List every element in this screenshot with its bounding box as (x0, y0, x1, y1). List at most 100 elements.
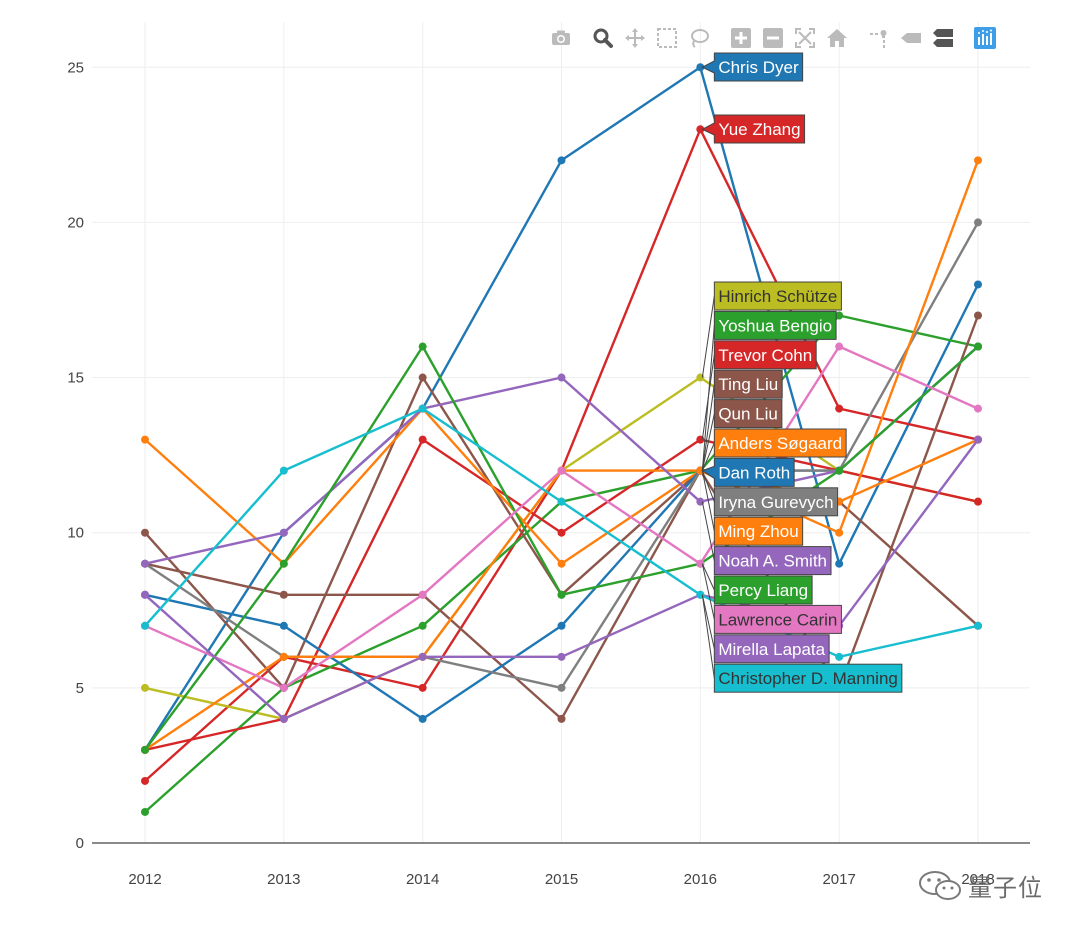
hover-label-box (713, 399, 783, 429)
data-point[interactable] (418, 342, 427, 351)
x-tick-label: 2014 (406, 871, 439, 888)
data-point[interactable] (974, 218, 982, 227)
hover-label-text: Christopher D. Manning (718, 669, 898, 688)
data-point[interactable] (974, 342, 982, 351)
data-point[interactable] (557, 373, 566, 382)
data-point[interactable] (279, 652, 288, 661)
pan-icon[interactable] (622, 25, 648, 51)
data-point[interactable] (279, 466, 288, 475)
data-point[interactable] (557, 466, 566, 475)
data-point[interactable] (974, 404, 982, 413)
hover-label (701, 563, 842, 634)
y-tick-label: 0 (76, 835, 84, 852)
compare-data-icon[interactable] (930, 25, 956, 51)
data-point[interactable] (141, 621, 149, 630)
reset-axes-icon[interactable] (824, 25, 850, 51)
camera-icon[interactable] (548, 25, 574, 51)
hover-label-leader (701, 295, 715, 378)
data-point[interactable] (279, 714, 288, 723)
data-point[interactable] (141, 590, 149, 599)
hover-label-box (701, 52, 804, 82)
data-point[interactable] (557, 714, 566, 723)
hover-label (701, 114, 806, 144)
hover-label-box (713, 369, 783, 399)
data-point[interactable] (418, 714, 427, 723)
data-point[interactable] (279, 621, 288, 630)
hover-label-leader (701, 563, 715, 620)
box-select-icon[interactable] (654, 25, 680, 51)
hover-label-box (713, 575, 813, 605)
hover-label-box (713, 340, 817, 370)
data-point[interactable] (974, 311, 982, 320)
data-point[interactable] (279, 559, 288, 568)
data-point[interactable] (974, 156, 982, 165)
data-point[interactable] (279, 528, 288, 537)
hover-label-leader (701, 470, 715, 532)
data-point[interactable] (557, 683, 566, 692)
data-point[interactable] (418, 683, 427, 692)
hover-label-text: Lawrence Carin (718, 610, 837, 629)
data-point[interactable] (418, 590, 427, 599)
hover-label-leader (701, 470, 715, 502)
plotly-logo-icon[interactable] (972, 25, 998, 51)
data-point[interactable] (835, 559, 844, 568)
hover-label-box (713, 310, 837, 340)
data-point[interactable] (974, 621, 982, 630)
hover-label-box (713, 634, 830, 664)
hover-label-text: Ting Liu (718, 375, 778, 394)
data-point[interactable] (835, 342, 844, 351)
zoom-icon[interactable] (590, 25, 616, 51)
data-point[interactable] (974, 497, 982, 506)
data-point[interactable] (141, 559, 149, 568)
hover-label (701, 399, 783, 471)
hover-label-leader (701, 594, 715, 679)
data-point[interactable] (279, 683, 288, 692)
data-point[interactable] (141, 435, 149, 444)
hover-label-box (701, 114, 806, 144)
data-point[interactable] (141, 807, 149, 816)
hover-label (701, 470, 839, 517)
data-point[interactable] (418, 404, 427, 413)
data-point[interactable] (141, 745, 149, 754)
data-point[interactable] (974, 435, 982, 444)
lasso-select-icon[interactable] (686, 25, 712, 51)
data-point[interactable] (418, 652, 427, 661)
zoom-in-icon[interactable] (728, 25, 754, 51)
hover-label-box (713, 487, 839, 517)
data-point[interactable] (557, 590, 566, 599)
x-tick-label: 2015 (545, 871, 578, 888)
data-point[interactable] (835, 404, 844, 413)
data-point[interactable] (418, 621, 427, 630)
y-tick-label: 20 (67, 214, 84, 231)
data-point[interactable] (557, 652, 566, 661)
data-point[interactable] (418, 435, 427, 444)
data-point[interactable] (696, 63, 705, 72)
autoscale-icon[interactable] (792, 25, 818, 51)
hover-label-text: Mirella Lapata (718, 640, 825, 659)
data-point[interactable] (974, 280, 982, 289)
data-point[interactable] (557, 497, 566, 506)
show-closest-icon[interactable] (898, 25, 924, 51)
data-point[interactable] (557, 156, 566, 165)
data-point[interactable] (835, 311, 844, 320)
zoom-out-icon[interactable] (760, 25, 786, 51)
data-point[interactable] (557, 528, 566, 537)
hover-label-text: Ming Zhou (718, 522, 798, 541)
hover-label-leader (701, 354, 715, 440)
data-point[interactable] (141, 683, 149, 692)
data-point[interactable] (835, 466, 844, 475)
data-point[interactable] (696, 125, 705, 134)
data-point[interactable] (279, 590, 288, 599)
data-point[interactable] (557, 621, 566, 630)
axes: 0 5 10 15 20 25 2012 2013 2014 2015 2016 2017 2018 (67, 59, 1030, 888)
data-point[interactable] (141, 776, 149, 785)
data-point[interactable] (418, 373, 427, 382)
data-point[interactable] (557, 559, 566, 568)
data-point[interactable] (835, 652, 844, 661)
hover-label-box (713, 663, 903, 693)
spike-lines-icon[interactable] (866, 25, 892, 51)
data-point[interactable] (141, 528, 149, 537)
data-point[interactable] (835, 528, 844, 537)
y-tick-label: 5 (76, 680, 84, 697)
